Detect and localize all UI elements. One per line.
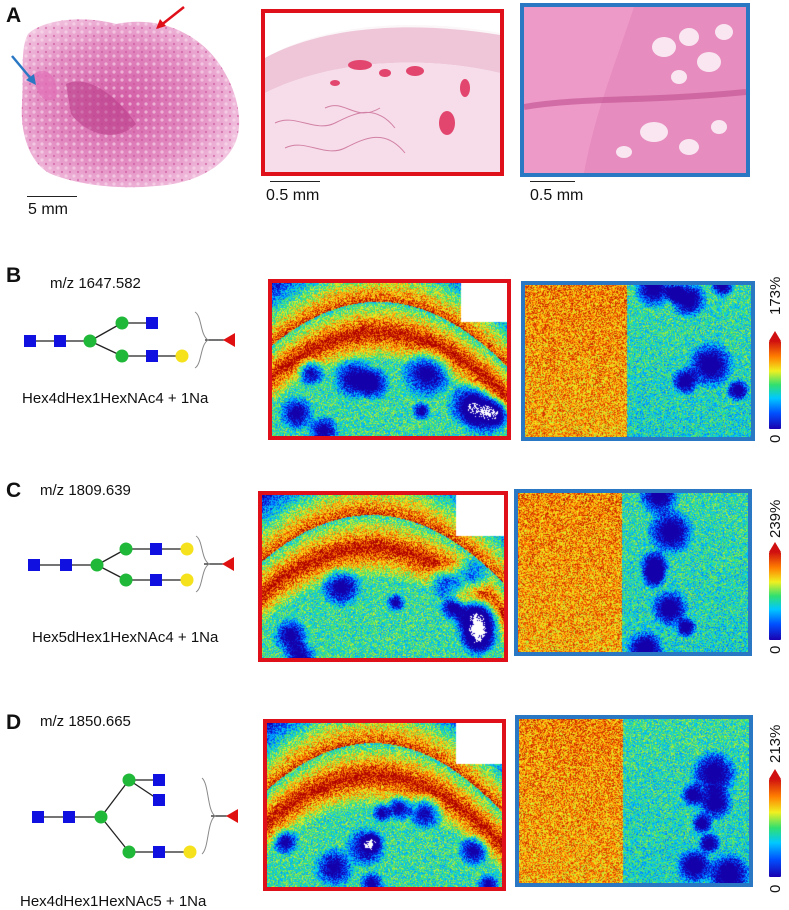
colorbar-b-min: 0	[767, 434, 784, 443]
colorbar-c-max: 239%	[767, 499, 784, 538]
panel-d-letter: D	[6, 711, 22, 734]
colorbar-d-arrow	[769, 769, 781, 779]
colorbar-b-arrow	[769, 331, 781, 341]
msi-image-b-red	[268, 279, 511, 440]
heatmap-d-blue	[519, 719, 749, 883]
msi-image-d-red	[263, 719, 506, 891]
colorbar-d-gradient	[769, 779, 781, 877]
row-d-mz: m/z 1850.665	[40, 713, 131, 730]
glycan-structure-d	[32, 773, 238, 859]
tissue-overview-image	[16, 14, 248, 192]
heatmap-c-blue	[518, 493, 748, 652]
colorbar-b-gradient	[769, 341, 781, 429]
glycan-structure-b	[24, 311, 235, 369]
histology-zoom-blue	[520, 3, 750, 177]
heatmap-c-red	[262, 495, 504, 658]
msi-image-b-blue	[521, 281, 755, 441]
colorbar-c-gradient	[769, 552, 781, 640]
colorbar-d-min: 0	[767, 884, 784, 893]
row-c-composition: Hex5dHex1HexNAc4 + 1Na	[32, 629, 219, 646]
colorbar-c-arrow	[769, 542, 781, 552]
row-d-composition: Hex4dHex1HexNAc5 + 1Na	[20, 893, 207, 910]
tissue-overview-svg	[21, 19, 240, 188]
histology-zoom-red	[261, 9, 504, 176]
panel-b-letter: B	[6, 264, 22, 287]
glycan-structure-c	[28, 535, 234, 593]
row-b-mz: m/z 1647.582	[50, 275, 141, 292]
heatmap-d-red	[267, 723, 502, 887]
heatmap-b-red	[272, 283, 507, 436]
colorbar-c-min: 0	[767, 645, 784, 654]
scalebar-blue-label: 0.5 mm	[530, 187, 584, 204]
scalebar-blue	[530, 181, 575, 182]
row-b-composition: Hex4dHex1HexNAc4 + 1Na	[22, 390, 209, 407]
scalebar-red-label: 0.5 mm	[266, 187, 320, 204]
colorbar-d-max: 213%	[767, 724, 784, 763]
panel-c-letter: C	[6, 479, 22, 502]
msi-image-d-blue	[515, 715, 753, 887]
panel-a-letter: A	[6, 4, 22, 27]
msi-image-c-blue	[514, 489, 752, 656]
row-c-mz: m/z 1809.639	[40, 482, 131, 499]
scalebar-overview	[27, 196, 77, 197]
scalebar-overview-label: 5 mm	[28, 201, 68, 218]
msi-image-c-red	[258, 491, 508, 662]
histology-blue-svg	[524, 7, 746, 173]
red-arrow-icon	[156, 6, 185, 29]
scalebar-red	[270, 181, 320, 182]
heatmap-b-blue	[525, 285, 751, 437]
histology-red-svg	[265, 13, 500, 172]
colorbar-b-max: 173%	[767, 276, 784, 315]
blue-arrow-icon	[11, 55, 36, 85]
